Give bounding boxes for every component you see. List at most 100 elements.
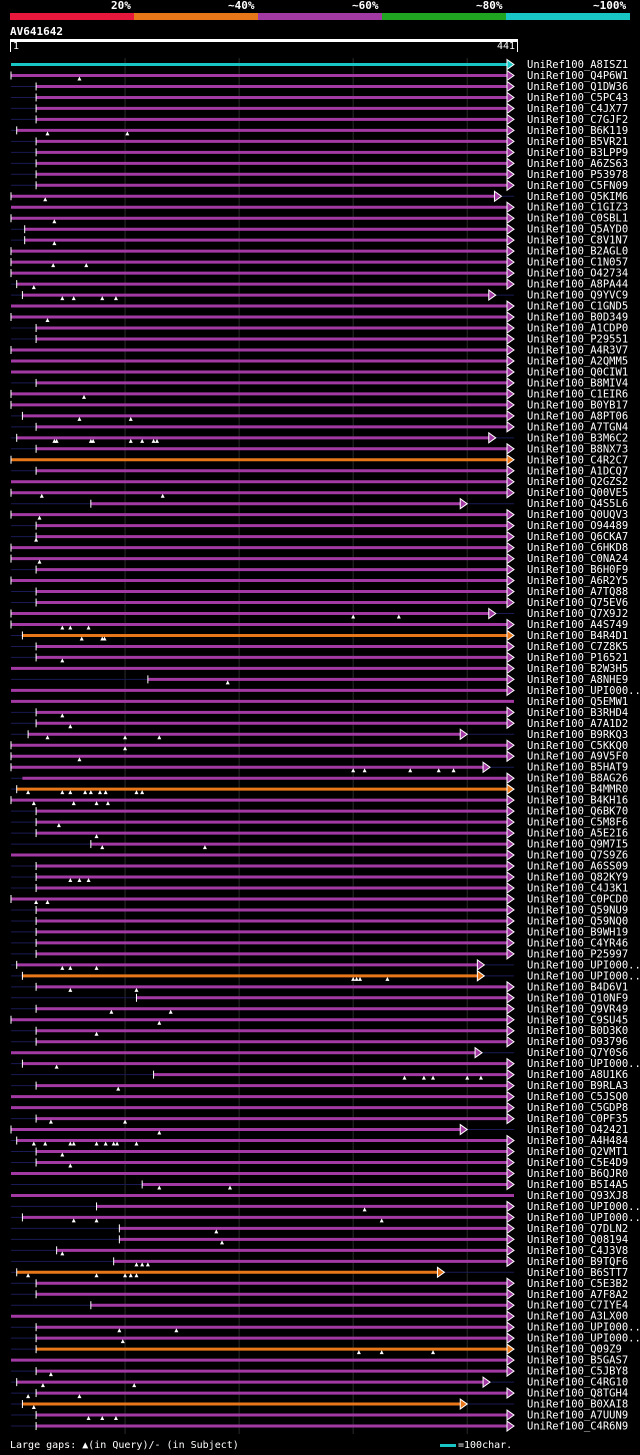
hit-label: UniRef100_Q59NU9 xyxy=(527,904,628,916)
hit-label: UniRef100_P53978 xyxy=(527,169,628,181)
legend-label-4: ~80% xyxy=(476,0,503,12)
hit-arrow xyxy=(474,1046,483,1059)
hit-arrow xyxy=(506,168,515,181)
hit-arrow xyxy=(506,574,515,587)
gap-marker xyxy=(431,1350,436,1355)
hit-arrow xyxy=(506,618,515,631)
hit-label: UniRef100_Q9VR49 xyxy=(527,1003,628,1015)
hit-label: UniRef100_Q0CIW1 xyxy=(527,366,628,378)
gap-marker xyxy=(45,318,50,323)
hit-label: UniRef100_B3RHD4 xyxy=(527,707,628,719)
gap-marker xyxy=(31,801,36,806)
gap-marker xyxy=(60,713,65,718)
ruler-end-tick xyxy=(517,39,518,52)
hit-arrow xyxy=(436,1266,446,1279)
gap-marker xyxy=(385,976,390,981)
gap-marker xyxy=(202,845,207,850)
hit-arrow xyxy=(506,1068,515,1081)
hit-arrow xyxy=(506,464,515,477)
hit-arrow xyxy=(488,607,497,620)
hit-arrow xyxy=(506,223,515,236)
hit-arrow xyxy=(506,991,515,1004)
hit-label: UniRef100_UPI000.. xyxy=(527,1201,640,1213)
gap-marker xyxy=(120,1339,125,1344)
hit-arrow xyxy=(506,1310,515,1323)
hit-label: UniRef100_C1N057 xyxy=(527,257,628,269)
hit-label: UniRef100_C5KKQ0 xyxy=(527,740,628,752)
gap-marker xyxy=(45,131,50,136)
ruler-bar xyxy=(10,39,518,42)
hit-arrow xyxy=(506,882,515,894)
hit-label: UniRef100_B4R4D1 xyxy=(527,630,628,642)
gap-marker xyxy=(81,394,86,399)
gap-marker xyxy=(111,1141,116,1146)
hit-arrow xyxy=(506,1178,515,1191)
hit-label: UniRef100_B8MIV4 xyxy=(527,377,628,389)
gap-marker xyxy=(71,1141,76,1146)
hit-label: UniRef100_O93796 xyxy=(527,1036,628,1048)
gap-marker xyxy=(94,834,99,839)
gap-marker xyxy=(225,680,230,685)
hit-arrow xyxy=(506,475,515,488)
ruler-start-label: 1 xyxy=(13,41,20,52)
legend-label-5: ~100% xyxy=(593,0,627,12)
gap-marker xyxy=(123,735,128,740)
gap-marker xyxy=(358,976,363,981)
gap-marker xyxy=(134,1262,139,1267)
hit-label: UniRef100_C8V1N7 xyxy=(527,235,628,247)
hit-arrow xyxy=(506,333,515,345)
gap-marker xyxy=(128,416,133,421)
gap-marker xyxy=(45,899,50,904)
hit-label: UniRef100_P29551 xyxy=(527,334,628,346)
gap-marker xyxy=(68,1163,73,1168)
hit-label: UniRef100_C7GJF2 xyxy=(527,114,628,126)
hit-arrow xyxy=(506,1255,515,1268)
hit-label: UniRef100_C1GIZ3 xyxy=(527,202,628,214)
legend-segment-2 xyxy=(134,13,258,20)
hit-arrow xyxy=(506,1420,515,1432)
gap-marker xyxy=(60,625,65,630)
hit-label: UniRef100_B6QJR0 xyxy=(527,1168,628,1180)
hit-label: UniRef100_C4RG10 xyxy=(527,1377,628,1389)
gap-marker xyxy=(34,899,39,904)
hit-label: UniRef100_C5FN09 xyxy=(527,180,628,192)
scale-key-swatch xyxy=(440,1443,456,1447)
hit-arrow xyxy=(482,761,491,774)
hit-label: UniRef100_Q93XJ8 xyxy=(527,1190,628,1202)
hit-label: UniRef100_Q7DLN2 xyxy=(527,1223,628,1235)
hit-arrow xyxy=(459,1398,469,1411)
hit-arrow xyxy=(506,651,515,664)
hit-label: UniRef100_C0SBL1 xyxy=(527,213,628,225)
hit-arrow xyxy=(506,1354,515,1367)
gap-marker xyxy=(77,1394,82,1399)
scale-key: =100char. xyxy=(440,1440,512,1452)
gap-marker xyxy=(354,976,359,981)
hit-label: UniRef100_C1EIR6 xyxy=(527,388,628,400)
hit-arrow xyxy=(506,936,515,949)
gap-marker xyxy=(94,801,99,806)
hit-arrow xyxy=(506,256,515,269)
gap-marker xyxy=(113,296,118,301)
gap-marker xyxy=(123,1273,128,1278)
gap-marker xyxy=(68,790,73,795)
hit-label: UniRef100_B6K119 xyxy=(527,125,628,137)
gap-marker xyxy=(140,1262,145,1267)
hit-arrow xyxy=(506,860,515,873)
legend-label-1: 20% xyxy=(111,0,131,12)
hit-label: UniRef100_B2AGL0 xyxy=(527,246,628,258)
legend-label-2: ~40% xyxy=(228,0,255,12)
hit-arrow xyxy=(506,1321,515,1334)
gap-marker xyxy=(68,987,73,992)
hit-arrow xyxy=(506,772,515,785)
hit-label: UniRef100_A7A1D2 xyxy=(527,718,628,730)
hit-arrow xyxy=(506,1112,515,1125)
hit-arrow xyxy=(506,980,515,993)
hit-label: UniRef100_B9RKQ3 xyxy=(527,729,628,741)
hit-label: UniRef100_C5GDP8 xyxy=(527,1102,628,1114)
hit-label: UniRef100_A6ZS63 xyxy=(527,158,628,170)
hit-arrow xyxy=(506,893,515,905)
gap-marker xyxy=(71,296,76,301)
hit-arrow xyxy=(506,102,515,115)
hit-label: UniRef100_B0D349 xyxy=(527,312,628,324)
gap-marker xyxy=(26,1273,31,1278)
